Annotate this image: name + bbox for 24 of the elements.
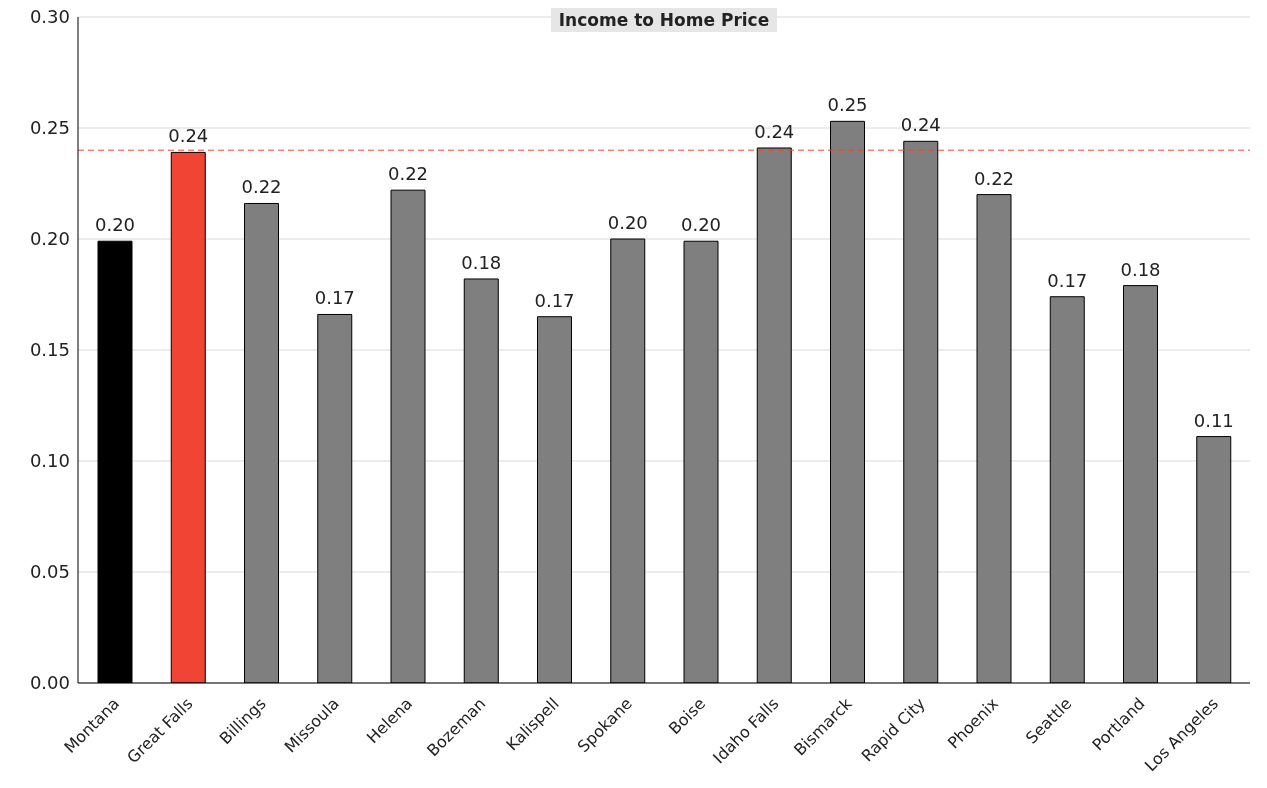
data-label: 0.22 [973, 167, 1015, 189]
y-tick-label: 0.30 [29, 6, 70, 28]
chart-title: Income to Home Price [550, 8, 778, 32]
data-label: 0.18 [461, 251, 502, 273]
y-tick-label: 0.25 [29, 117, 70, 139]
data-label: 0.20 [680, 214, 722, 236]
data-label: 0.20 [607, 212, 648, 233]
data-label: 0.24 [900, 114, 941, 136]
data-label: 0.24 [168, 125, 209, 147]
y-tick-label: 0.15 [29, 339, 70, 361]
y-tick-label: 0.05 [29, 561, 70, 583]
data-label: 0.25 [827, 94, 868, 116]
data-label: 0.17 [314, 287, 355, 309]
data-label: 0.20 [94, 214, 136, 236]
y-tick-label: 0.00 [29, 672, 70, 694]
data-label: 0.22 [387, 163, 429, 185]
data-label: 0.18 [1120, 258, 1161, 280]
y-tick-label: 0.20 [29, 228, 70, 250]
data-label: 0.11 [1193, 409, 1234, 431]
y-tick-label: 0.10 [29, 450, 70, 472]
data-label: 0.22 [241, 176, 282, 198]
data-label: 0.17 [534, 289, 575, 311]
data-label: 0.24 [754, 120, 795, 142]
data-label: 0.17 [1047, 269, 1088, 291]
